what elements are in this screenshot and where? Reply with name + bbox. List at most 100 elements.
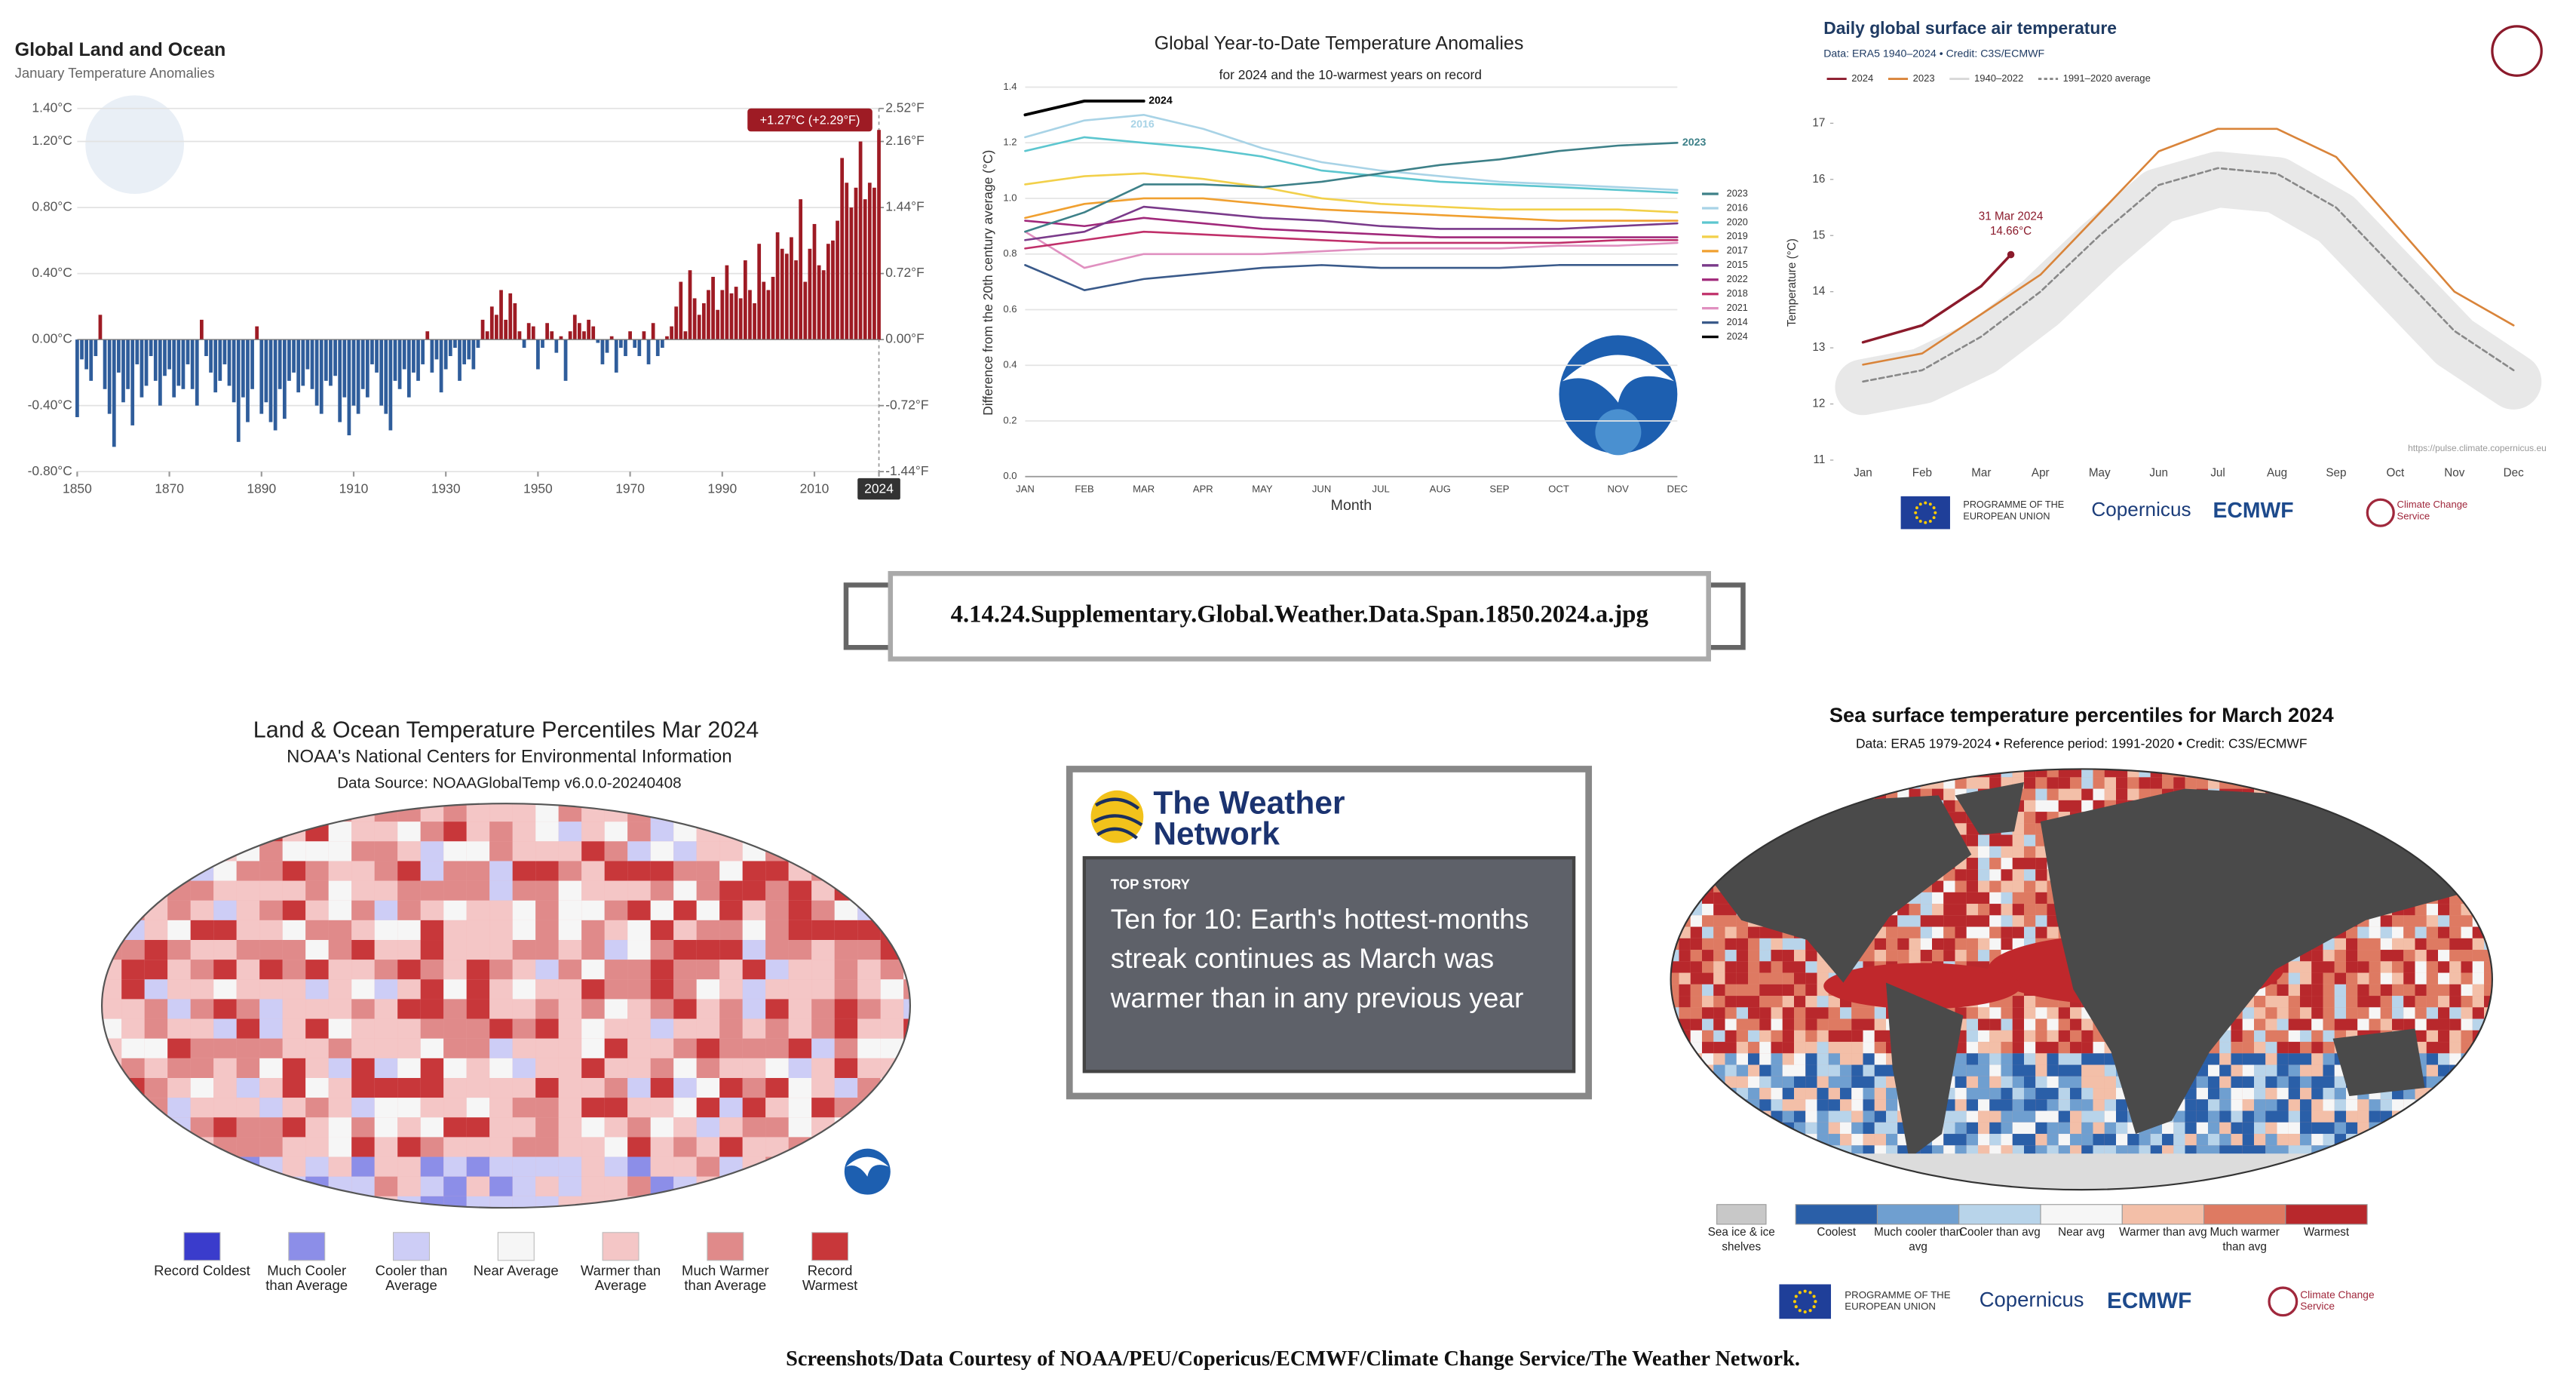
sst-cell: [2334, 938, 2346, 951]
sst-cell: [1725, 996, 1737, 1008]
land-cell: [236, 1176, 260, 1196]
sst-cell: [1943, 1110, 1955, 1122]
sst-cell: [2437, 938, 2450, 951]
sst-cell: [1966, 1007, 1978, 1019]
sst-cell: [2023, 996, 2036, 1008]
sst-cell: [2369, 972, 2381, 984]
bar: [342, 339, 347, 398]
bar: [268, 339, 273, 422]
sst-cell: [1782, 1076, 1794, 1089]
sst-cell: [1713, 1007, 1725, 1019]
sst-cell: [1713, 972, 1725, 984]
land-cell: [443, 1137, 467, 1157]
series-line: [1024, 136, 1679, 194]
land-cell: [742, 960, 766, 980]
bar: [421, 339, 425, 364]
land-cell: [443, 861, 467, 881]
sst-cell: [1701, 1145, 1714, 1157]
sst-cell: [2185, 1122, 2197, 1135]
sst-cell: [1679, 1110, 1691, 1122]
sst-cell: [1701, 926, 1714, 938]
sst-cell: [2001, 834, 2013, 846]
sst-cell: [1977, 938, 1990, 951]
land-cell: [903, 999, 910, 1019]
sst-cell: [1701, 996, 1714, 1008]
sst-cell: [2483, 1122, 2492, 1135]
sst-cell: [2242, 1122, 2254, 1135]
sst-cell: [1966, 1076, 1978, 1089]
sst-cell: [1793, 1088, 1806, 1100]
sst-cell: [1690, 1145, 1702, 1157]
sst-cell: [1793, 800, 1806, 812]
land-cell: [351, 900, 375, 920]
y2-tick-label: 2.52°F: [885, 100, 924, 115]
bar: [98, 315, 103, 340]
sst-cell: [1805, 1007, 1817, 1019]
sst-cell: [2093, 1088, 2105, 1100]
sst-cell: [2093, 1099, 2105, 1111]
sst-cell: [2437, 823, 2450, 835]
sst-cell: [2495, 1169, 2507, 1180]
bar: [232, 339, 236, 403]
land-cell: [236, 1117, 260, 1138]
sst-cell: [1725, 1053, 1737, 1065]
bar: [711, 276, 715, 340]
bar: [406, 339, 411, 398]
bar: [236, 339, 241, 442]
sst-cell: [2357, 961, 2369, 973]
sst-cell: [1701, 880, 1714, 892]
sst-cell: [2242, 1064, 2254, 1076]
land-cell: [420, 803, 444, 822]
land-cell: [765, 880, 789, 901]
bar: [817, 265, 821, 340]
sst-cell: [2207, 1134, 2220, 1146]
legend-swatch: [497, 1232, 535, 1261]
sst-cell: [1817, 1110, 1829, 1122]
sst-cell: [1828, 1042, 1840, 1054]
sst-cell: [1955, 1191, 1966, 1202]
sst-cell: [1713, 1042, 1725, 1054]
bar: [416, 339, 420, 381]
legend-label: 2016: [1727, 202, 1748, 213]
land-cell: [742, 1078, 766, 1098]
sst-cell: [2047, 1134, 2059, 1146]
sst-cell: [2461, 926, 2473, 938]
land-cell: [466, 1156, 490, 1177]
land-cell: [102, 803, 122, 822]
sst-cell: [1690, 880, 1702, 892]
land-cell: [765, 1176, 789, 1196]
land-cell: [558, 880, 582, 901]
land-cell: [788, 841, 812, 861]
sst-cell: [1943, 938, 1955, 951]
sst-cell: [2437, 788, 2450, 800]
sst-cell: [1679, 1122, 1691, 1135]
sst-cell: [1977, 1007, 1990, 1019]
sst-cell: [2380, 972, 2392, 984]
land-cell: [788, 1176, 812, 1196]
sst-cell: [1736, 1134, 1748, 1146]
sst-cell: [1989, 1134, 2001, 1146]
sst-cell: [1943, 800, 1955, 812]
sst-cell: [2069, 1076, 2082, 1089]
sst-cell: [2323, 1122, 2335, 1135]
eu-star: [1812, 1294, 1816, 1298]
land-cell: [328, 960, 352, 980]
sst-cell: [1713, 1134, 1725, 1146]
sst-cell: [1679, 961, 1691, 973]
sst-cell: [2185, 777, 2197, 789]
land-cell: [167, 880, 191, 901]
sst-cell: [2058, 1053, 2070, 1065]
sst-cell: [2231, 1134, 2243, 1146]
sst-cell: [2058, 1042, 2070, 1054]
sst-cell: [2299, 788, 2312, 800]
sst-cell: [2437, 1099, 2450, 1111]
sst-cell: [2277, 1018, 2289, 1030]
sst-cell: [2472, 984, 2484, 997]
sst-cell: [2449, 769, 2461, 778]
bar: [375, 339, 379, 373]
eu-star: [1803, 1310, 1807, 1314]
sst-cell: [2231, 1180, 2243, 1190]
x-axis-label: Month: [1331, 497, 1372, 514]
x-tick-label: 2010: [800, 481, 830, 496]
land-cell: [305, 940, 329, 960]
